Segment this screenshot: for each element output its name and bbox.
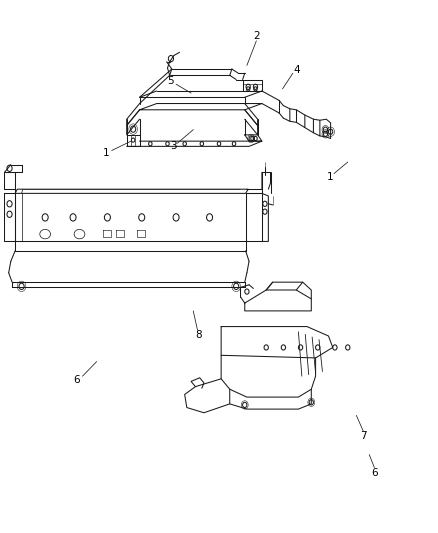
Text: 1: 1 <box>327 172 334 182</box>
Text: 3: 3 <box>170 141 177 151</box>
Text: 8: 8 <box>195 330 202 341</box>
Text: 6: 6 <box>73 375 80 385</box>
Text: 4: 4 <box>293 65 300 75</box>
Text: 1: 1 <box>103 148 110 158</box>
Text: 2: 2 <box>253 30 260 41</box>
Text: 7: 7 <box>360 431 367 441</box>
Text: 6: 6 <box>371 468 378 478</box>
Text: 5: 5 <box>168 76 174 86</box>
